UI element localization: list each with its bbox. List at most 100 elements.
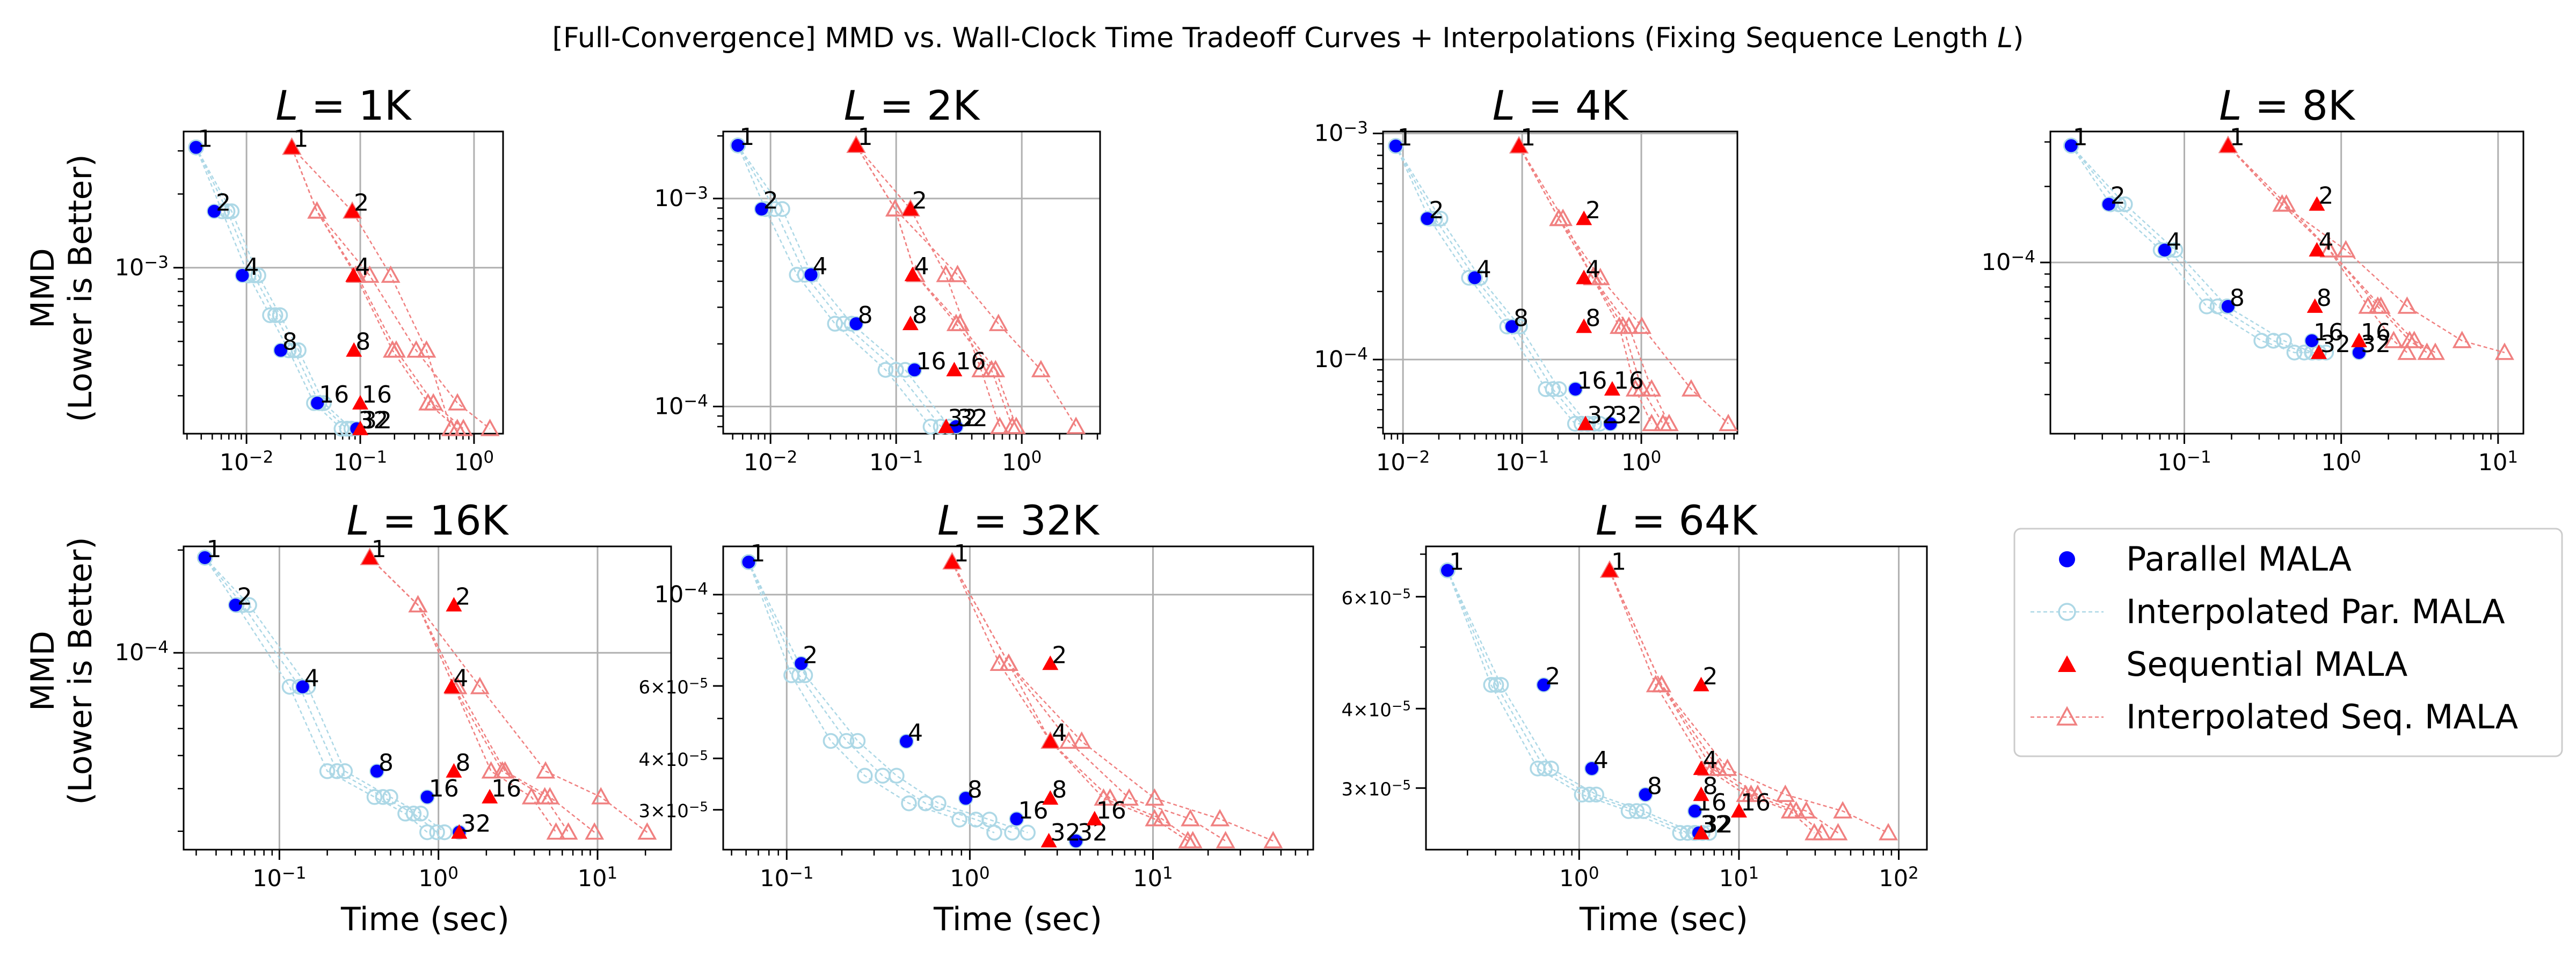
sequential-interp-point (1651, 675, 1671, 692)
sequential-interp-point (999, 653, 1018, 671)
sequential-interp-point (1775, 784, 1795, 802)
x-axis-label-1: Time (sec) (340, 901, 510, 938)
parallel-point-label: 4 (244, 253, 259, 281)
sequential-interp-line-3 (369, 557, 595, 833)
sequential-point (902, 201, 919, 216)
parallel-point (206, 203, 222, 219)
sequential-point (1086, 810, 1103, 825)
sequential-interp-point (470, 676, 490, 695)
grid-3 (1383, 132, 1737, 434)
sequential-point (1511, 138, 1527, 153)
sequential-interp-point (2494, 342, 2514, 360)
parallel-interp-point (2199, 298, 2215, 315)
axes-frame-3 (1382, 130, 1738, 435)
legend-label-sequential: Sequential MALA (2126, 645, 2407, 684)
parallel-point-label: 1 (1449, 549, 1464, 576)
sequential-point-label: 2 (1585, 196, 1600, 224)
sequential-point (446, 763, 462, 778)
sequential-interp-point (971, 360, 991, 377)
sequential-point (946, 362, 963, 377)
parallel-point-label: 4 (304, 665, 319, 692)
legend-item-parallel: Parallel MALA (2059, 539, 2352, 579)
legend-label-parallel-interp: Interpolated Par. MALA (2126, 592, 2505, 631)
sequential-interp-point (2404, 331, 2424, 348)
parallel-interp-point (901, 795, 917, 812)
parallel-interp-point (1635, 803, 1652, 819)
parallel-interp-point (1483, 677, 1499, 693)
sequential-interp-point (2397, 296, 2417, 314)
sequential-interp-point (2384, 331, 2404, 348)
parallel-interp-point (436, 824, 453, 841)
parallel-point (1638, 787, 1653, 802)
figure-title: [Full-Convergence] MMD vs. Wall-Clock Ti… (552, 22, 2024, 54)
parallel-interp-point (412, 806, 429, 822)
parallel-interp-point (1620, 803, 1637, 819)
grid-5 (184, 546, 671, 850)
parallel-interp-point (1488, 677, 1504, 693)
sequential-interp-point (495, 761, 515, 779)
x-tick-label-1: 10−1 (760, 864, 813, 892)
sequential-interp-point (1263, 831, 1283, 849)
sequential-interp-point (1152, 809, 1172, 827)
parallel-point (958, 791, 973, 806)
sequential-point-label: 32 (461, 810, 491, 838)
parallel-point-label: 32 (461, 810, 491, 838)
parallel-interp-point (981, 812, 998, 828)
parallel-interp-line-3 (204, 557, 445, 833)
x-axis-label-2: Time (sec) (933, 901, 1102, 938)
parallel-point-label: 8 (1647, 772, 1662, 800)
parallel-point-label: 2 (1545, 663, 1560, 690)
sequential-interp-line-4 (1518, 145, 1729, 425)
sequential-interp-point (540, 787, 560, 805)
sequential-interp-point (2425, 342, 2445, 360)
sequential-point (1042, 733, 1059, 748)
parallel-point-label: 1 (198, 126, 213, 153)
y-tick-label-3: 3×10−5 (1342, 777, 1411, 800)
sequential-point (1604, 381, 1620, 396)
parallel-interp-point (968, 812, 984, 828)
sequential-point-label: 32 (362, 407, 392, 434)
sequential-point-label: 32 (948, 405, 978, 432)
parallel-point-label: 1 (1398, 124, 1413, 151)
grid-2 (723, 132, 1100, 434)
parallel-point (741, 554, 756, 570)
sequential-point-label: 4 (355, 253, 370, 281)
parallel-interp-point (262, 307, 278, 323)
panel-title-4: L = 8K (2219, 82, 2356, 129)
parallel-interp-line-3 (1395, 145, 1600, 425)
parallel-interp-point (888, 362, 904, 378)
sequential-interp-point (2319, 240, 2339, 258)
parallel-interp-point (1579, 415, 1596, 432)
parallel-point (1068, 833, 1084, 849)
minor-ticks-3 (1377, 143, 1735, 440)
parallel-interp-point (337, 763, 353, 779)
minor-ticks-7 (1420, 553, 1893, 856)
parallel-interp-point (857, 768, 873, 784)
parallel-interp-line-1 (2070, 145, 2312, 354)
sequential-point-label: 1 (1520, 124, 1536, 151)
sequential-interp-point (885, 199, 905, 217)
sequential-interp-point (408, 595, 428, 613)
parallel-interp-point (2253, 333, 2269, 349)
sequential-point-label: 2 (1703, 663, 1718, 690)
parallel-point (907, 362, 922, 378)
parallel-interp-point (1551, 381, 1567, 397)
sequential-interp-point (1031, 360, 1051, 377)
panel-title-3: L = 4K (1493, 82, 1629, 129)
sequential-point (1693, 676, 1709, 691)
sequential-interp-line-4 (2228, 145, 2505, 354)
panel-2: L = 2K 10−2 10−1 100 10−3 10−4 1 2 4 8 16 32 1 2 4 8 16 3… (654, 82, 1101, 476)
parallel-point-label: 2 (2111, 182, 2126, 210)
parallel-interp-point (1545, 381, 1561, 397)
sequential-interp-point (2336, 240, 2356, 258)
parallel-point (1584, 761, 1599, 776)
legend-item-sequential: Sequential MALA (2058, 645, 2407, 684)
parallel-point (1388, 138, 1403, 154)
sequential-point (2310, 344, 2327, 359)
parallel-interp-point (319, 763, 336, 779)
x-tick-label-1: 10−2 (1376, 448, 1430, 476)
axes-frame-6 (722, 545, 1314, 851)
parallel-point (1504, 319, 1519, 334)
